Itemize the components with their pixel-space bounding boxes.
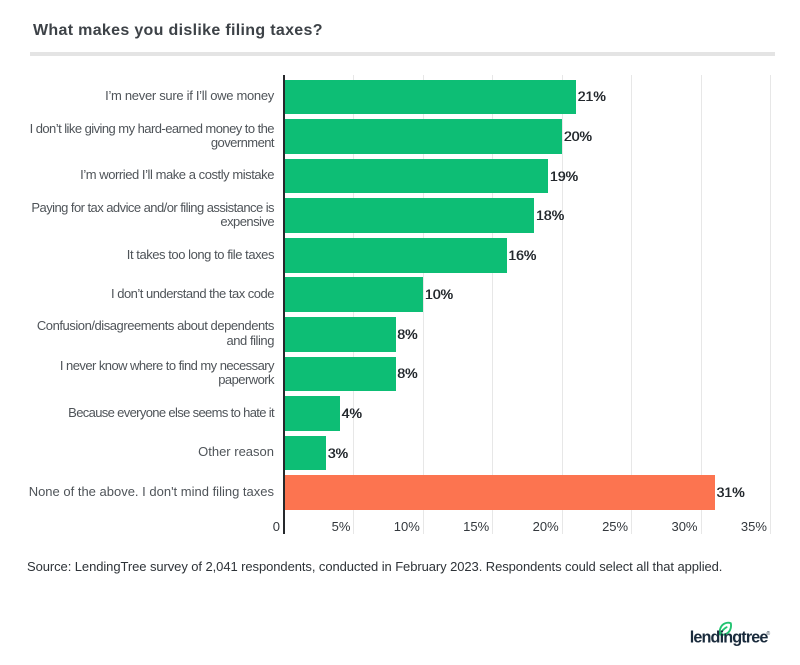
svg-text:lendingtree: lendingtree xyxy=(690,629,769,647)
svg-text:®: ® xyxy=(767,630,771,637)
